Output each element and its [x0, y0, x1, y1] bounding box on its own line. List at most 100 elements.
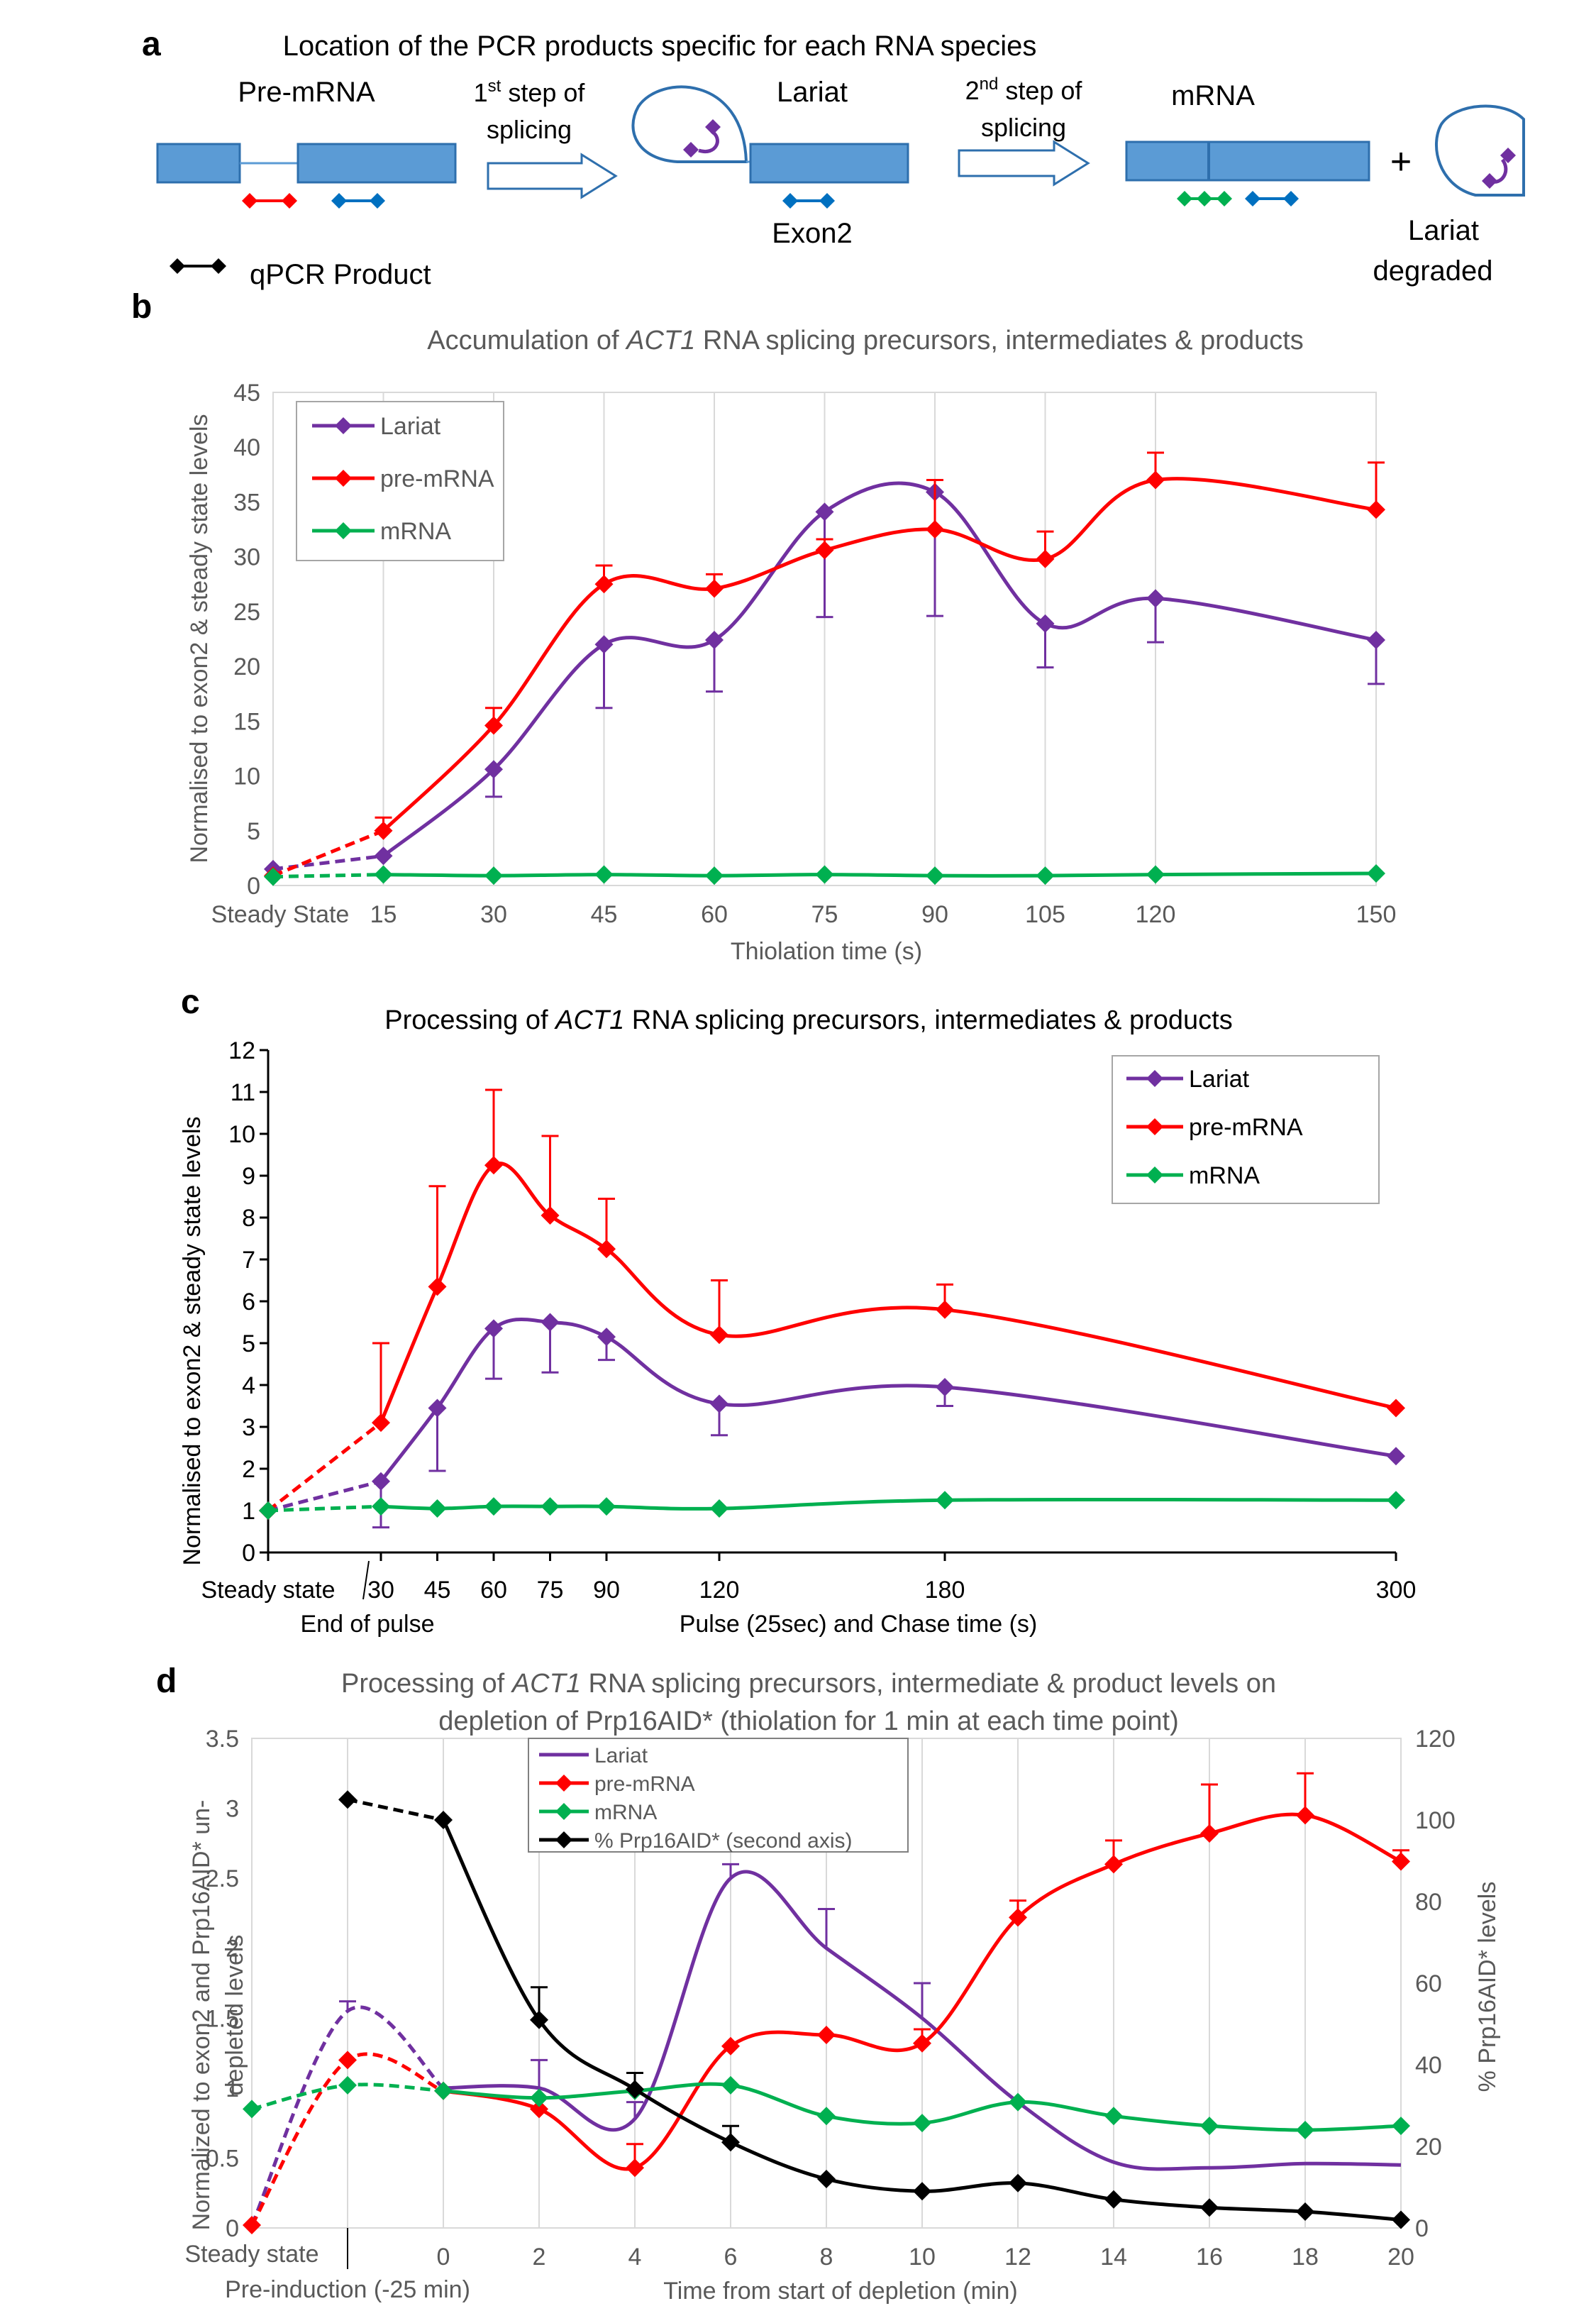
chart-c-mrna-point [541, 1497, 560, 1516]
chart-c-mrna-point [1387, 1491, 1405, 1510]
chart-c-series-mrna [259, 1491, 1405, 1520]
chart-d-legend-label: Lariat [594, 1744, 648, 1767]
chart-c-lariat-point [710, 1394, 728, 1413]
chart-b-pre-mrna-point [1036, 549, 1055, 568]
chart-b-mrna-point [264, 867, 282, 886]
chart-c-y-tick-label: 0 [242, 1540, 255, 1567]
chart-b-y-tick-label: 20 [233, 653, 260, 680]
chart-b-pre-mrna-point [484, 716, 503, 735]
chart-c-mrna-point [597, 1497, 616, 1516]
step2-arrow [958, 140, 1090, 187]
chart-c-lariat-dashed-line [267, 1479, 382, 1513]
panel-c: c Processing of ACT1 RNA splicing precur… [179, 983, 1416, 1638]
chart-b-lariat-point [1367, 631, 1385, 650]
chart-c-mrna-point [710, 1499, 728, 1518]
chart-b-mrna-point [1036, 866, 1055, 886]
chart-d-series-prp16aid-second-axis [338, 1790, 1410, 2229]
chart-d-lariat-error-bar [914, 1982, 931, 2019]
end-of-pulse-annotation: End of pulse [300, 1611, 434, 1638]
lariat-exon2-qpcr-product [782, 193, 835, 209]
step2-label-line2: splicing [981, 113, 1066, 142]
chart-c-y-tick-label: 5 [242, 1330, 255, 1357]
mrna-box [1125, 140, 1370, 182]
chart-b-y-tick-labels: 0 5 10 15 20 25 30 35 40 45 [233, 380, 260, 900]
chart-c-legend-label: Lariat [1189, 1066, 1250, 1093]
chart-d-pre-mrna-point [721, 2036, 740, 2056]
lariat-degraded-label-line1: Lariat [1408, 215, 1479, 246]
chart-d-y-tick-label: 1.5 [206, 2005, 239, 2032]
chart-b-mrna-point [926, 866, 944, 886]
chart-d-mrna-point [1200, 2117, 1219, 2136]
chart-b-legend-item-mrna: mRNA [312, 518, 451, 545]
chart-b-x-tick-label: 150 [1356, 901, 1397, 928]
chart-b-y-tick-label: 10 [233, 763, 260, 790]
chart-b-title: Accumulation of ACT1 RNA splicing precur… [427, 326, 1304, 355]
chart-c-lariat-point [484, 1319, 503, 1338]
chart-c-lariat-error-bar [428, 1408, 446, 1472]
step1-label-line2: splicing [487, 115, 572, 144]
chart-d-pre-mrna-point [530, 2100, 548, 2119]
chart-c-x-tick-label: 300 [1376, 1577, 1417, 1604]
chart-c-lariat-point [372, 1472, 390, 1491]
chart-d-legend-item-pre-mrna: pre-mRNA [539, 1772, 695, 1796]
chart-d-pre-mrna-point [1296, 1806, 1314, 1825]
lariat-loop-shape [631, 85, 748, 163]
chart-b-lariat-point [594, 635, 614, 654]
chart-c-x-tick-labels: Steady state 30 45 60 75 90 120 180 300 [201, 1577, 1416, 1604]
chart-c-series [259, 1088, 1405, 1529]
chart-b-y-tick-label: 25 [233, 599, 260, 626]
chart-c-mrna-point [936, 1491, 954, 1510]
chart-c-pre-mrna-error-bar [428, 1185, 446, 1287]
chart-b-lariat-point [705, 631, 724, 650]
chart-b-legend-item-pre-mrna: pre-mRNA [312, 465, 494, 492]
chart-d-prp16aid-second-axis-point [626, 2080, 644, 2099]
chart-b-legend-swatch-marker [335, 470, 352, 487]
chart-b-legend-box [296, 401, 504, 561]
chart-b-y-axis-label: Normalised to exon2 & steady state level… [186, 414, 213, 863]
chart-b-y-tick-label: 5 [247, 818, 260, 845]
chart-d-legend: Lariat pre-mRNA mRNA % Prp16AID* (second ax… [528, 1738, 909, 1853]
degraded-lariat-branch-marker [1482, 148, 1516, 189]
chart-b-mrna-point [594, 865, 614, 884]
chart-c-pre-mrna-error-bar [541, 1135, 559, 1216]
premrna-exon2-box [297, 143, 457, 184]
mrna-junction-qpcr-product [1177, 191, 1232, 206]
step1-label-line1: 1st step of [474, 77, 586, 107]
chart-d-mrna-point [1392, 2117, 1410, 2136]
premrna-exon1-box [156, 143, 241, 184]
chart-c-legend-swatch-marker [1146, 1070, 1163, 1087]
chart-c-lariat-point [597, 1328, 616, 1347]
chart-d-mrna-point [913, 2114, 931, 2133]
chart-d-y2-tick-label: 0 [1415, 2215, 1429, 2242]
chart-d-legend-label: mRNA [594, 1801, 657, 1824]
chart-d-x-tick-labels: Steady state Pre-induction (-25 min) 0 2 4 6 8… [184, 2241, 1414, 2303]
chart-b-y-tick-label: 40 [233, 434, 260, 461]
end-of-pulse-pointer [362, 1560, 370, 1600]
chart-d-pre-mrna-point [338, 2051, 357, 2070]
chart-c-legend-entries: Lariat pre-mRNA mRNA [1126, 1066, 1303, 1189]
chart-c-pre-mrna-line [379, 1162, 1397, 1424]
chart-d-y-axis-label-line1: Normalized to exon2 and Prp16AID* un- [188, 1800, 215, 2231]
chart-d-y-tick-label: 0 [226, 2215, 239, 2242]
chart-c-x-tick-label: 180 [925, 1577, 965, 1604]
chart-c-mrna-point [372, 1497, 390, 1516]
chart-c-legend-item-lariat: Lariat [1126, 1066, 1250, 1093]
chart-d-lariat-error-bar [339, 2000, 356, 2012]
chart-c-x-tick-label: 60 [480, 1577, 507, 1604]
chart-d-pre-mrna-point [1200, 1824, 1219, 1843]
panel-d: d Processing of ACT1 RNA splicing precur… [156, 1662, 1501, 2305]
chart-b-y-tick-label: 45 [233, 380, 260, 407]
chart-d-pre-mrna-point [1009, 1908, 1027, 1927]
chart-d-mrna-point [434, 2081, 453, 2100]
chart-b-y-tick-label: 0 [247, 873, 260, 900]
chart-d-legend-swatch-marker [555, 1803, 572, 1820]
chart-d-pre-mrna-point [243, 2216, 261, 2235]
chart-b-legend-entries: Lariat pre-mRNA mRNA [312, 413, 494, 545]
chart-c-lariat-point [1387, 1447, 1405, 1466]
chart-b-series-mrna [264, 864, 1385, 886]
chart-d-title-line2: depletion of Prp16AID* (thiolation for 1… [438, 1706, 1178, 1736]
chart-d-prp16aid-second-axis-point [1200, 2198, 1219, 2217]
chart-c-x-axis-label: Pulse (25sec) and Chase time (s) [680, 1611, 1038, 1638]
chart-d-pre-mrna-point [1104, 1855, 1123, 1874]
